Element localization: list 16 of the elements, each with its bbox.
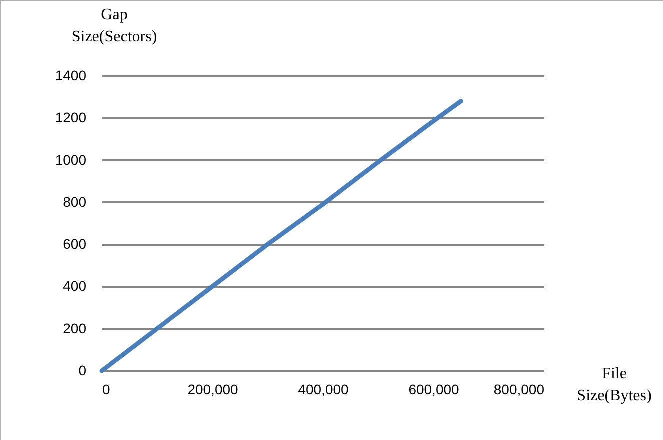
x-tick-label: 0 [102, 382, 110, 398]
y-tick-label: 400 [63, 278, 87, 294]
x-axis-title: File Size(Bytes) [577, 366, 652, 404]
y-tick-label: 1000 [55, 152, 87, 168]
y-axis-title: Gap Size(Sectors) [72, 6, 158, 46]
y-tick-label: 200 [63, 320, 87, 336]
x-tick-label: 400,000 [298, 382, 350, 398]
y-tick-label: 1400 [55, 68, 87, 84]
y-tick-label: 0 [78, 362, 87, 378]
x-tick-label: 800,000 [494, 382, 545, 398]
line-series [100, 99, 464, 374]
y-tick-label: 800 [63, 194, 87, 210]
x-tick-label: 600,000 [408, 382, 460, 398]
y-tick-label: 1200 [55, 110, 87, 126]
x-tick-label: 200,000 [188, 382, 239, 398]
y-tick-label: 600 [63, 236, 87, 252]
